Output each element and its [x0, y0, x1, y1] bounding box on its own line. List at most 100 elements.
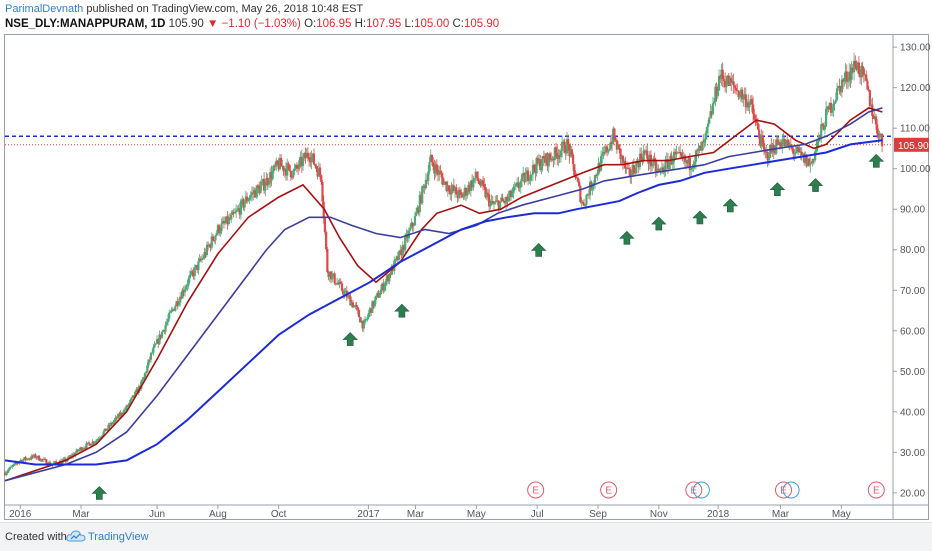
- candle-body: [287, 163, 290, 165]
- candle-body: [198, 258, 201, 262]
- candle-body: [136, 389, 139, 393]
- candle-body: [719, 76, 722, 80]
- candle-body: [226, 216, 229, 225]
- candle-body: [584, 204, 587, 206]
- created-with-text: Created with: [5, 531, 67, 543]
- candle-body: [865, 74, 868, 81]
- candle-body: [298, 160, 301, 169]
- candle-body: [277, 163, 280, 170]
- candle-body: [818, 135, 822, 137]
- candle-body: [561, 141, 564, 151]
- candle-body: [221, 220, 224, 224]
- candle-body: [854, 60, 857, 67]
- candle-body: [281, 165, 284, 167]
- candle-body: [479, 184, 482, 186]
- last-price: 105.90: [168, 18, 204, 30]
- candle-body: [716, 90, 719, 97]
- candle-body: [415, 212, 418, 217]
- open-value: 106.95: [316, 18, 352, 30]
- candle-body: [870, 104, 873, 107]
- candle-body: [203, 252, 206, 259]
- candle-body: [3, 472, 7, 476]
- candle-body: [642, 150, 645, 161]
- candle-body: [350, 302, 353, 306]
- candle-body: [786, 139, 789, 141]
- tradingview-brand[interactable]: TradingView: [88, 531, 149, 543]
- up-arrow-shape: [394, 303, 410, 318]
- candle-body: [461, 194, 464, 198]
- candle-body: [724, 80, 727, 88]
- candle-body: [833, 102, 836, 104]
- candle-body: [252, 192, 255, 194]
- candle-body: [41, 458, 44, 460]
- candle-body: [835, 88, 839, 100]
- candle-body: [790, 146, 794, 149]
- candle-body: [795, 147, 799, 153]
- candle-body: [486, 192, 490, 195]
- candle-body: [452, 185, 455, 192]
- candle-body: [301, 157, 305, 167]
- candle-body: [708, 117, 711, 124]
- candle-body: [559, 150, 563, 157]
- candle-body: [389, 273, 392, 275]
- candle-body: [503, 201, 507, 204]
- candle-body: [163, 330, 166, 332]
- candle-body: [463, 188, 466, 194]
- candle-body: [424, 180, 427, 189]
- candle-body: [640, 153, 643, 159]
- candle-body: [211, 236, 215, 241]
- candle-body: [492, 203, 496, 205]
- candle-body: [655, 168, 659, 172]
- candle-body: [378, 294, 381, 298]
- candle-body: [471, 180, 474, 188]
- candle-body: [114, 417, 117, 420]
- candle-body: [209, 244, 212, 248]
- candle-body: [124, 409, 127, 411]
- candle-body: [654, 160, 657, 172]
- candle-body: [601, 154, 604, 157]
- candle-body: [411, 222, 414, 227]
- candle-body: [29, 458, 32, 460]
- candle-body: [707, 123, 710, 127]
- candle-body: [568, 144, 571, 157]
- candle-body: [698, 145, 701, 149]
- candle-body: [749, 99, 752, 103]
- candle-body: [402, 245, 406, 250]
- price-tick-label: 40.00: [900, 407, 925, 418]
- author-link[interactable]: ParimalDevnath: [5, 3, 84, 15]
- candle-body: [339, 281, 342, 284]
- candle-body: [505, 197, 508, 204]
- candle-body: [85, 443, 88, 449]
- candle-body: [126, 405, 129, 407]
- candle-body: [432, 162, 435, 167]
- candle-body: [310, 156, 313, 163]
- candle-body: [809, 162, 812, 166]
- candle-body: [299, 156, 302, 161]
- earnings-label: E: [690, 486, 697, 497]
- candle-body: [176, 301, 179, 306]
- candle-body: [466, 192, 469, 196]
- candle-body: [23, 457, 26, 460]
- candle-body: [6, 471, 9, 474]
- candle-body: [580, 201, 583, 203]
- candle-body: [300, 156, 303, 167]
- candle-body: [112, 422, 115, 425]
- price-chart[interactable]: 20.00 30.00 40.00 50.00 60.00 70.00 80.00 90.00…: [0, 0, 932, 522]
- symbol-name[interactable]: NSE_DLY:MANAPPURAM, 1D: [5, 18, 166, 30]
- candle-body: [632, 165, 635, 173]
- earnings-marker: [867, 481, 885, 499]
- candle-body: [82, 447, 86, 449]
- candle-body: [585, 195, 588, 205]
- candle-body: [340, 283, 344, 291]
- candle-body: [570, 149, 573, 155]
- candle-body: [451, 185, 454, 189]
- candle-body: [63, 458, 66, 460]
- candle-body: [359, 317, 362, 323]
- candle-body: [169, 311, 172, 313]
- candle-body: [512, 186, 515, 194]
- candle-body: [490, 201, 493, 202]
- time-tick-label: 2016: [9, 509, 32, 520]
- tradingview-cloud-icon[interactable]: [66, 529, 86, 543]
- earnings-marker: [600, 481, 618, 499]
- candle-body: [587, 194, 590, 196]
